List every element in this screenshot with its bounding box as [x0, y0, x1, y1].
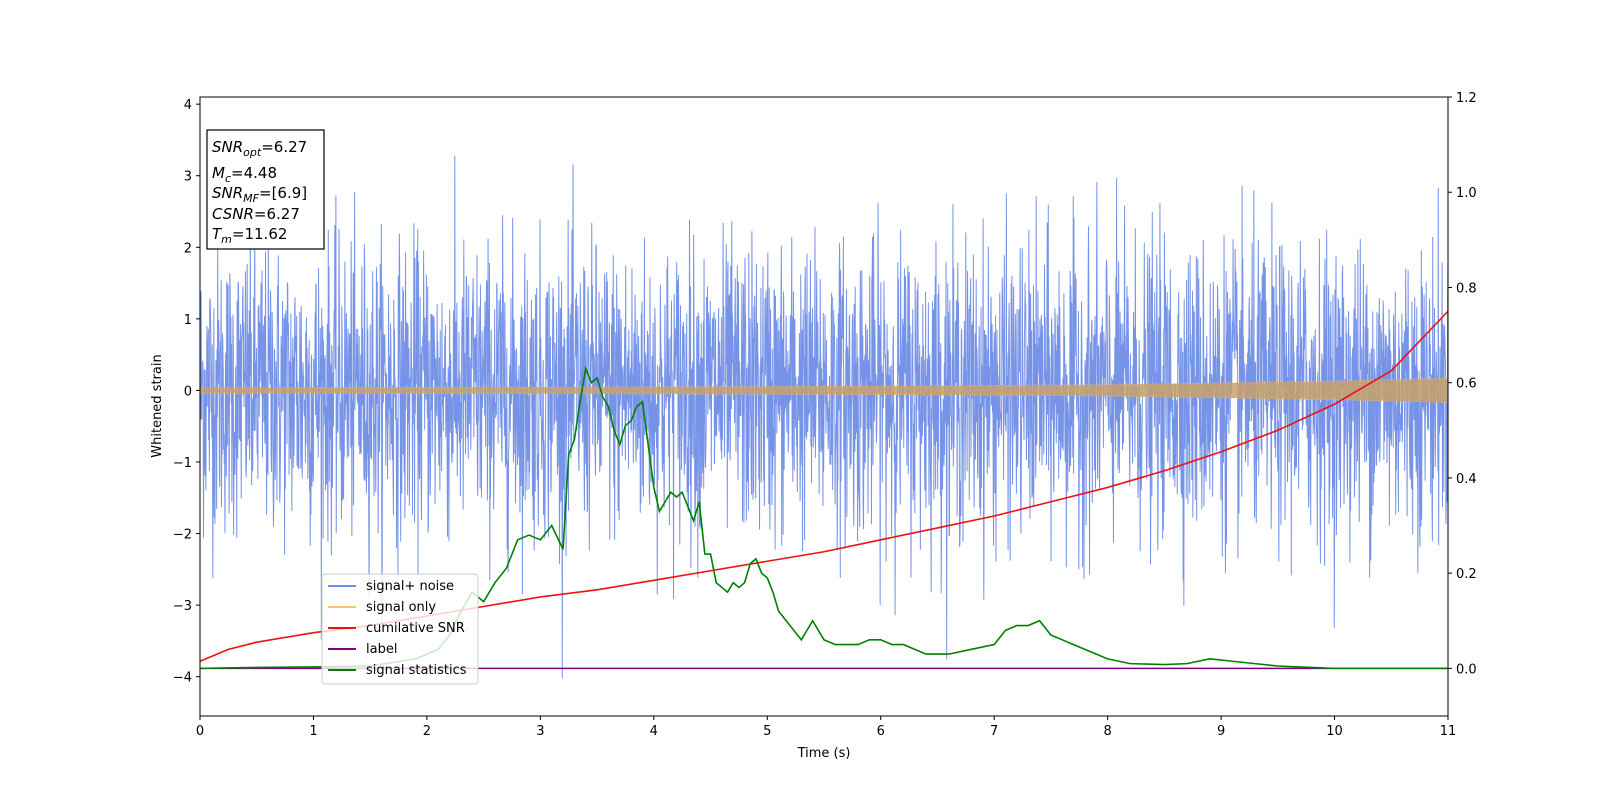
annotation-tm: Tm=11.62 — [212, 225, 287, 246]
legend-label-signal-statistics: signal statistics — [366, 663, 467, 678]
annotation-snr-opt: SNRopt=6.27 — [212, 138, 307, 159]
series-signal-statistics-line — [200, 365, 1448, 670]
annotation-mc: Mc=4.48 — [212, 164, 277, 185]
annotation-tm-sub: m — [221, 233, 232, 246]
y-right-tick-label-1: 0.2 — [1456, 567, 1477, 582]
x-axis-label: Time (s) — [797, 746, 851, 761]
annotation-snr-opt-label: SNR — [212, 138, 243, 156]
annotation-mc-label: M — [212, 164, 225, 182]
x-axis: 0 1 2 3 4 5 6 7 8 9 10 11 — [196, 716, 1456, 739]
annotation-snr-mf-sub: MF — [243, 192, 259, 205]
x-tick-label-11: 11 — [1440, 724, 1457, 739]
y-left-tick-label-4: 0 — [184, 384, 192, 399]
series-signal-only-line — [200, 377, 1448, 403]
y-left-tick-label-7: 3 — [184, 170, 192, 185]
x-tick-label-8: 8 — [1103, 724, 1111, 739]
y-left-tick-label-6: 2 — [184, 241, 192, 256]
legend: signal+ noise signal only cumilative SNR… — [321, 573, 479, 685]
annotation-csnr-value: =6.27 — [254, 205, 300, 223]
plot-area — [200, 156, 1448, 679]
x-tick-label-5: 5 — [763, 724, 771, 739]
legend-label-signal-only: signal only — [366, 600, 436, 615]
legend-item-signal-plus-noise: signal+ noise — [328, 579, 454, 594]
annotation-csnr: CSNR=6.27 — [212, 205, 300, 223]
series-signal-plus-noise-line — [200, 156, 1448, 679]
legend-item-signal-only: signal only — [328, 600, 436, 615]
legend-label-label: label — [366, 642, 397, 657]
x-tick-label-0: 0 — [196, 724, 204, 739]
y-axis-left: −4 −3 −2 −1 0 1 2 3 4 — [173, 98, 200, 686]
plot-frame — [199, 96, 1449, 717]
annotation-snr-mf-label: SNR — [212, 184, 243, 202]
x-tick-label-6: 6 — [877, 724, 885, 739]
x-tick-label-4: 4 — [650, 724, 658, 739]
y-left-tick-label-5: 1 — [184, 313, 192, 328]
annotation-box: SNRopt=6.27 Mc=4.48 SNRMF=[6.9] CSNR=6.2… — [206, 129, 325, 250]
legend-item-signal-statistics: signal statistics — [328, 663, 467, 678]
y-right-tick-label-0: 0.0 — [1456, 662, 1477, 677]
y-right-tick-label-6: 1.2 — [1456, 91, 1477, 106]
annotation-mc-sub: c — [225, 172, 231, 185]
x-tick-label-10: 10 — [1326, 724, 1343, 739]
x-tick-label-1: 1 — [309, 724, 317, 739]
annotation-snr-opt-sub: opt — [243, 146, 262, 159]
annotation-snr-opt-value: =6.27 — [261, 138, 307, 156]
legend-item-label: label — [328, 642, 397, 657]
legend-item-cumulative-snr: cumilative SNR — [328, 621, 465, 636]
annotation-csnr-label: CSNR — [212, 205, 254, 223]
y-right-tick-label-4: 0.8 — [1456, 281, 1477, 296]
y-right-tick-label-5: 1.0 — [1456, 186, 1477, 201]
x-tick-label-9: 9 — [1217, 724, 1225, 739]
y-left-tick-label-8: 4 — [184, 98, 192, 113]
y-left-tick-label-0: −4 — [173, 671, 192, 686]
x-tick-label-2: 2 — [423, 724, 431, 739]
x-tick-label-7: 7 — [990, 724, 998, 739]
y-right-tick-label-2: 0.4 — [1456, 472, 1477, 487]
y-left-tick-label-1: −3 — [173, 599, 192, 614]
y-left-tick-label-2: −2 — [173, 528, 192, 543]
x-tick-label-3: 3 — [536, 724, 544, 739]
annotation-tm-label: T — [212, 225, 223, 243]
annotation-tm-value: =11.62 — [232, 225, 288, 243]
legend-frame — [321, 573, 479, 685]
annotation-snr-mf: SNRMF=[6.9] — [212, 184, 307, 205]
y-axis-label: Whitened strain — [150, 354, 165, 457]
legend-label-signal-plus-noise: signal+ noise — [366, 579, 454, 594]
y-left-tick-label-3: −1 — [173, 456, 192, 471]
annotation-mc-value: =4.48 — [231, 164, 277, 182]
legend-label-cumulative-snr: cumilative SNR — [366, 621, 465, 636]
annotation-frame — [206, 129, 325, 250]
y-right-tick-label-3: 0.6 — [1456, 377, 1477, 392]
y-axis-right: 0.0 0.2 0.4 0.6 0.8 1.0 1.2 — [1448, 91, 1477, 677]
annotation-snr-mf-value: =[6.9] — [259, 184, 307, 202]
